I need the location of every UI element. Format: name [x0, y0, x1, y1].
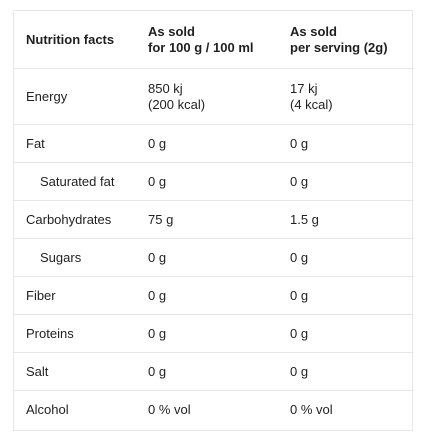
energy-per-serving: 17 kj (4 kcal): [286, 68, 414, 125]
header-per-100g-line2: for 100 g / 100 ml: [148, 39, 254, 55]
header-per-100g-line1: As sold: [148, 23, 195, 39]
table-row-carbohydrates: Carbohydrates 75 g 1.5 g: [14, 200, 414, 239]
header-per-serving-line2: per serving (2g): [290, 39, 388, 55]
row-label: Salt: [14, 352, 144, 391]
value-per-serving: 0 g: [286, 314, 414, 353]
header-per-serving: As sold per serving (2g): [286, 11, 414, 69]
energy-per-100g: 850 kj (200 kcal): [144, 68, 286, 125]
value-per-100g: 75 g: [144, 200, 286, 239]
table-header-row: Nutrition facts As sold for 100 g / 100 …: [14, 11, 414, 69]
nutrition-facts-table: Nutrition facts As sold for 100 g / 100 …: [14, 11, 414, 428]
header-per-serving-line1: As sold: [290, 23, 337, 39]
row-label: Fiber: [14, 276, 144, 315]
row-label: Carbohydrates: [14, 200, 144, 239]
row-label: Saturated fat: [14, 162, 144, 201]
value-per-100g: 0 g: [144, 238, 286, 277]
table-row-sugars: Sugars 0 g 0 g: [14, 238, 414, 277]
row-label: Fat: [14, 124, 144, 163]
value-per-100g: 0 g: [144, 124, 286, 163]
table-row-energy: Energy 850 kj (200 kcal) 17 kj (4 kcal): [14, 68, 414, 125]
value-per-serving: 0 g: [286, 352, 414, 391]
table-row-proteins: Proteins 0 g 0 g: [14, 314, 414, 353]
row-label: Energy: [14, 68, 144, 125]
energy-per-serving-kcal: (4 kcal): [290, 96, 333, 112]
value-per-100g: 0 g: [144, 162, 286, 201]
nutrition-table-container: Nutrition facts As sold for 100 g / 100 …: [13, 10, 414, 431]
row-label: Alcohol: [26, 401, 69, 417]
header-nutrition-facts: Nutrition facts: [14, 11, 144, 69]
row-label: Proteins: [14, 314, 144, 353]
energy-per-100g-kj: 850 kj: [148, 80, 183, 96]
row-label: Sugars: [14, 238, 144, 277]
value-per-serving: 0 g: [286, 276, 414, 315]
table-row-fiber: Fiber 0 g 0 g: [14, 276, 414, 315]
table-row-alcohol: Alcohol 0 % vol 0 % vol: [14, 391, 414, 429]
value-per-100g: 0 % vol: [148, 401, 191, 417]
value-per-100g: 0 g: [144, 352, 286, 391]
header-per-100g: As sold for 100 g / 100 ml: [144, 11, 286, 69]
table-row-fat: Fat 0 g 0 g: [14, 124, 414, 163]
energy-per-serving-kj: 17 kj: [290, 80, 318, 96]
value-per-serving: 0 g: [286, 124, 414, 163]
energy-per-100g-kcal: (200 kcal): [148, 96, 206, 112]
value-per-serving: 1.5 g: [286, 200, 414, 239]
value-per-100g: 0 g: [144, 276, 286, 315]
value-per-serving: 0 % vol: [290, 401, 333, 417]
table-row-salt: Salt 0 g 0 g: [14, 352, 414, 391]
table-row-saturated-fat: Saturated fat 0 g 0 g: [14, 162, 414, 201]
value-per-100g: 0 g: [144, 314, 286, 353]
value-per-serving: 0 g: [286, 238, 414, 277]
value-per-serving: 0 g: [286, 162, 414, 201]
